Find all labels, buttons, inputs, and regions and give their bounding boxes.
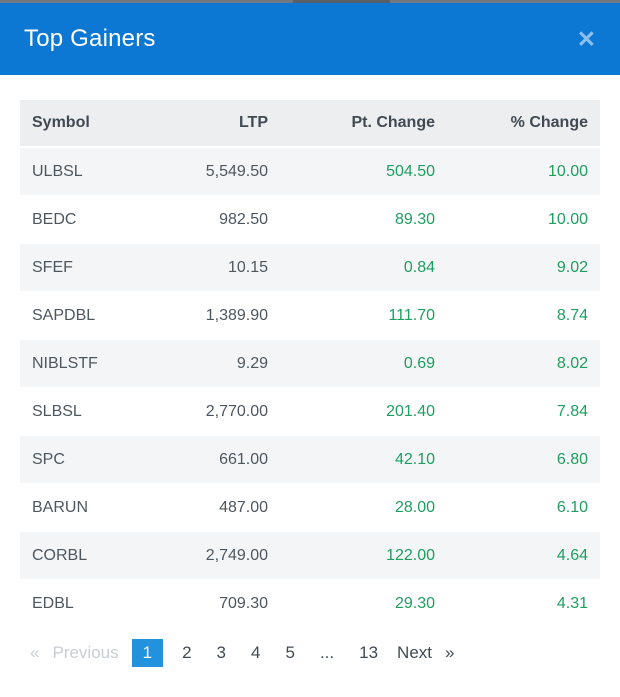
- pagination-ellipsis: ...: [319, 643, 335, 662]
- next-button[interactable]: Next: [397, 643, 433, 662]
- table-row: BEDC 982.50 89.30 10.00: [20, 195, 600, 244]
- top-gainers-table: Symbol LTP Pt. Change% Change ULBSL 5,549.5…: [20, 100, 600, 628]
- pagination-page-13[interactable]: 13: [359, 643, 379, 662]
- pt-change-cell: 122.00: [280, 531, 447, 580]
- close-icon[interactable]: ✕: [576, 25, 596, 52]
- pt-change-cell: 201.40: [280, 387, 447, 436]
- top-scrollbar-thumb[interactable]: [293, 0, 390, 3]
- symbol-cell: SFEF: [20, 243, 135, 292]
- symbol-cell: SLBSL: [20, 387, 135, 436]
- table-row: BARUN 487.00 28.00 6.10: [20, 483, 600, 532]
- table-row: SFEF 10.15 0.84 9.02: [20, 243, 600, 292]
- pct-change-cell: 6.80: [447, 435, 600, 484]
- pagination: « Previous 1 2 3 4 5... 13 Next »: [30, 637, 620, 669]
- pt-change-cell: 0.69: [280, 339, 447, 388]
- top-gainers-modal: Top Gainers ✕ Symbol LTP Pt. Change% Chang…: [0, 0, 620, 669]
- pct-change-cell: 6.10: [447, 483, 600, 532]
- pct-change-cell: 10.00: [447, 147, 600, 196]
- symbol-cell: SPC: [20, 435, 135, 484]
- column-header-pt-change: Pt. Change: [280, 100, 447, 148]
- pagination-page-2[interactable]: 2: [182, 643, 192, 662]
- ltp-cell: 709.30: [135, 579, 280, 628]
- symbol-cell: BARUN: [20, 483, 135, 532]
- previous-arrow-icon[interactable]: «: [30, 643, 40, 662]
- ltp-cell: 5,549.50: [135, 147, 280, 196]
- table-header-row: Symbol LTP Pt. Change% Change: [20, 100, 600, 148]
- top-scrollbar-track: [0, 0, 620, 3]
- symbol-cell: BEDC: [20, 195, 135, 244]
- ltp-cell: 9.29: [135, 339, 280, 388]
- ltp-cell: 2,749.00: [135, 531, 280, 580]
- table-row: NIBLSTF 9.29 0.69 8.02: [20, 339, 600, 388]
- ltp-cell: 10.15: [135, 243, 280, 292]
- pt-change-cell: 42.10: [280, 435, 447, 484]
- pct-change-cell: 8.74: [447, 291, 600, 340]
- column-header-symbol: Symbol: [20, 100, 135, 148]
- pt-change-cell: 504.50: [280, 147, 447, 196]
- table-row: SLBSL 2,770.00 201.40 7.84: [20, 387, 600, 436]
- table-row: ULBSL 5,549.50 504.50 10.00: [20, 147, 600, 196]
- ltp-cell: 1,389.90: [135, 291, 280, 340]
- pct-change-cell: 10.00: [447, 195, 600, 244]
- column-header-change: % Change: [447, 100, 600, 148]
- pagination-page-1[interactable]: 1: [131, 639, 164, 667]
- table-row: EDBL 709.30 29.30 4.31: [20, 579, 600, 628]
- pct-change-cell: 4.31: [447, 579, 600, 628]
- symbol-cell: EDBL: [20, 579, 135, 628]
- pagination-page-3[interactable]: 3: [216, 643, 227, 662]
- symbol-cell: SAPDBL: [20, 291, 135, 340]
- column-header-ltp: LTP: [135, 100, 280, 148]
- symbol-cell: CORBL: [20, 531, 135, 580]
- table-row: SAPDBL 1,389.90 111.70 8.74: [20, 291, 600, 340]
- pct-change-cell: 9.02: [447, 243, 600, 292]
- pt-change-cell: 0.84: [280, 243, 447, 292]
- previous-button[interactable]: Previous: [52, 643, 119, 662]
- pt-change-cell: 89.30: [280, 195, 447, 244]
- modal-header: Top Gainers ✕: [0, 3, 620, 75]
- table-row: CORBL 2,749.00 122.00 4.64: [20, 531, 600, 580]
- pct-change-cell: 8.02: [447, 339, 600, 388]
- pagination-pages: 1 2 3 4 5... 13: [131, 639, 384, 667]
- pt-change-cell: 29.30: [280, 579, 447, 628]
- gainers-table-body: ULBSL 5,549.50 504.50 10.00 BEDC 982.50 89.30 1…: [20, 147, 600, 628]
- pct-change-cell: 4.64: [447, 531, 600, 580]
- table-container: Symbol LTP Pt. Change% Change ULBSL 5,549.5…: [20, 100, 600, 628]
- pt-change-cell: 111.70: [280, 291, 447, 340]
- pagination-page-5[interactable]: 5: [285, 643, 295, 662]
- next-arrow-icon[interactable]: »: [445, 643, 455, 662]
- symbol-cell: NIBLSTF: [20, 339, 135, 388]
- ltp-cell: 982.50: [135, 195, 280, 244]
- table-row: SPC 661.00 42.10 6.80: [20, 435, 600, 484]
- pct-change-cell: 7.84: [447, 387, 600, 436]
- pagination-page-4[interactable]: 4: [251, 643, 261, 662]
- ltp-cell: 487.00: [135, 483, 280, 532]
- page-title: Top Gainers: [24, 25, 156, 52]
- pt-change-cell: 28.00: [280, 483, 447, 532]
- ltp-cell: 661.00: [135, 435, 280, 484]
- symbol-cell: ULBSL: [20, 147, 135, 196]
- ltp-cell: 2,770.00: [135, 387, 280, 436]
